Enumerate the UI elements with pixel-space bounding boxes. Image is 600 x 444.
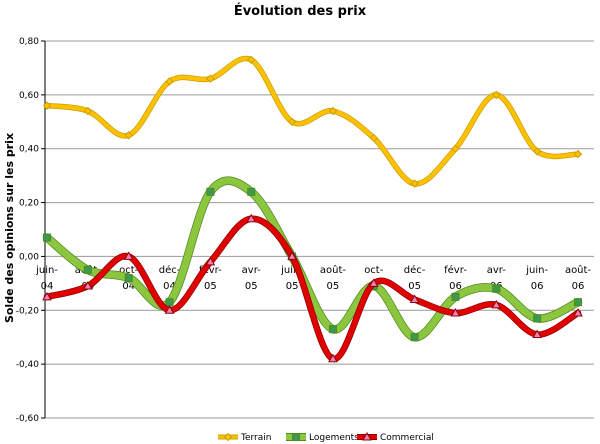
grid xyxy=(45,40,594,419)
x-tick-label: 06 xyxy=(531,281,544,292)
series-line xyxy=(44,216,581,362)
data-point xyxy=(328,353,338,363)
legend: Terrain Logements Commercial xyxy=(218,431,434,443)
data-point xyxy=(82,281,93,290)
data-point xyxy=(287,251,297,260)
data-point xyxy=(164,305,175,314)
x-tick-label: déc- xyxy=(404,264,426,276)
data-point xyxy=(205,256,216,266)
data-point xyxy=(42,101,52,110)
y-axis: 0,80 0,60 0,40 0,20 0,00 -0,20 -0,40 -0,60 xyxy=(16,37,46,424)
data-point xyxy=(123,251,134,260)
y-tick-label: -0,20 xyxy=(16,306,40,316)
data-point xyxy=(492,284,501,293)
y-tick-label: 0,80 xyxy=(19,37,39,47)
data-point xyxy=(410,179,419,188)
y-tick-label: 0,60 xyxy=(19,91,39,101)
legend-label: Logements xyxy=(309,433,359,443)
legend-marker xyxy=(362,431,372,441)
data-point xyxy=(42,291,52,301)
data-point xyxy=(83,106,93,116)
data-point xyxy=(328,325,337,334)
data-point xyxy=(247,187,256,196)
series-group xyxy=(42,55,583,363)
x-tick-label: déc- xyxy=(159,264,181,276)
data-point xyxy=(165,77,174,86)
y-tick-label: 0,20 xyxy=(19,199,39,209)
data-point xyxy=(83,265,92,274)
legend-label: Commercial xyxy=(380,433,434,443)
legend-marker xyxy=(223,432,233,442)
data-point xyxy=(532,329,543,339)
y-tick-label: 0,00 xyxy=(19,252,39,262)
x-tick-label: juin- xyxy=(525,265,548,276)
x-tick-label: août- xyxy=(565,264,592,276)
x-tick-label: 05 xyxy=(327,281,340,292)
series-terrain xyxy=(42,55,583,188)
x-tick-label: 05 xyxy=(245,281,258,292)
data-point xyxy=(246,213,257,223)
y-tick-label: -0,40 xyxy=(16,360,40,370)
data-point xyxy=(450,307,461,317)
data-point xyxy=(491,299,502,309)
data-point xyxy=(410,333,419,342)
legend-label: Terrain xyxy=(240,433,271,443)
data-point xyxy=(409,294,420,304)
data-point xyxy=(124,131,133,140)
data-point xyxy=(206,187,215,196)
data-point xyxy=(533,314,542,323)
data-point xyxy=(451,144,460,153)
x-tick-label: oct- xyxy=(119,265,139,276)
series-line-outline xyxy=(44,55,581,187)
y-axis-label: Solde des opinions sur les prix xyxy=(3,133,16,323)
data-point xyxy=(532,147,542,156)
data-point xyxy=(287,117,297,126)
data-point xyxy=(369,133,378,143)
data-point xyxy=(368,278,379,287)
x-tick-label: juin- xyxy=(35,265,58,276)
series-commercial xyxy=(42,213,583,363)
data-point xyxy=(124,273,133,282)
data-point xyxy=(328,106,338,116)
x-tick-label: 04 xyxy=(163,281,176,292)
x-tick-label: avr- xyxy=(487,265,507,276)
x-tick-label: 05 xyxy=(286,281,299,292)
chart-title: Évolution des prix xyxy=(234,3,367,19)
data-point xyxy=(573,307,583,317)
data-point xyxy=(165,298,174,307)
x-tick-label: 06 xyxy=(572,281,585,292)
data-point xyxy=(247,55,256,65)
y-tick-label: -0,60 xyxy=(16,414,40,424)
x-tick-label: juin- xyxy=(280,265,303,276)
y-tick-label: 0,40 xyxy=(19,145,39,155)
data-point xyxy=(574,298,582,307)
x-tick-label: févr- xyxy=(444,264,467,276)
x-tick-label: 04 xyxy=(122,281,135,292)
x-tick-label: 06 xyxy=(449,281,462,292)
x-tick-label: oct- xyxy=(364,265,384,276)
x-tick-label: août- xyxy=(320,264,347,276)
x-tick-label: avr- xyxy=(242,265,262,276)
x-tick-label: 05 xyxy=(204,281,217,292)
data-point xyxy=(451,292,460,301)
data-point xyxy=(492,90,501,100)
data-point xyxy=(573,149,583,159)
x-tick-label: 04 xyxy=(41,281,54,292)
legend-marker xyxy=(292,433,300,441)
data-point xyxy=(206,74,215,83)
x-tick-label: 05 xyxy=(408,281,421,292)
data-point xyxy=(43,233,51,242)
